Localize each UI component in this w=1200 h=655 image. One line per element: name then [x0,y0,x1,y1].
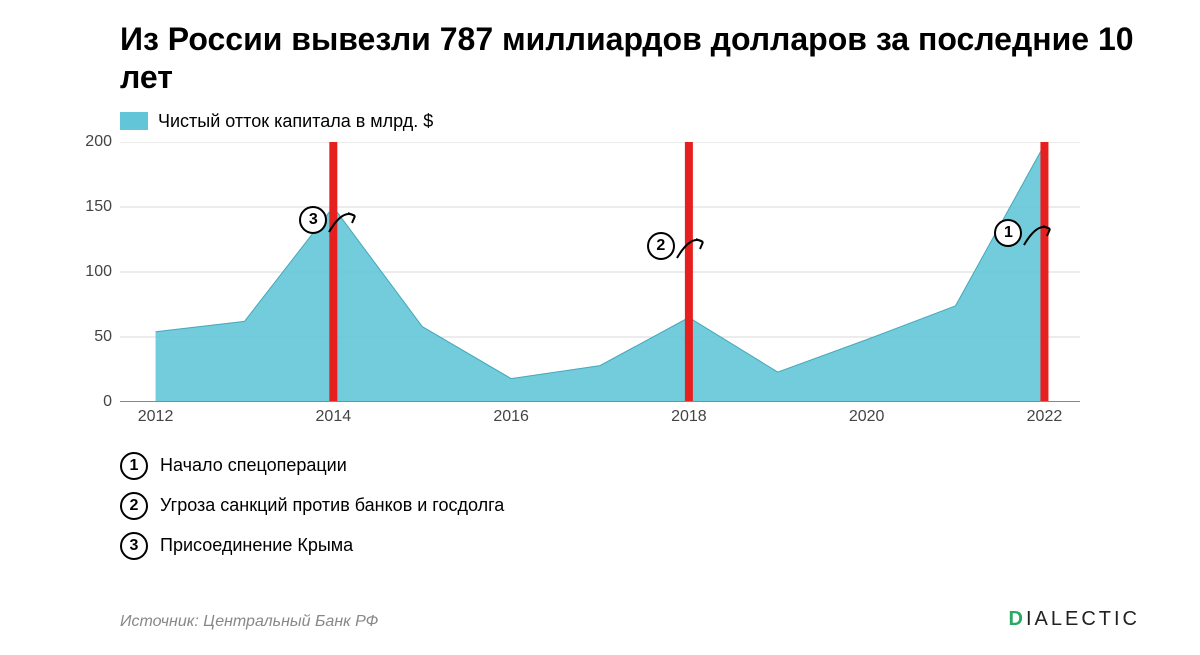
x-tick: 2018 [671,408,707,426]
brand-rest: IALECTIC [1026,608,1140,630]
brand-accent: D [1009,608,1026,630]
x-tick: 2016 [493,408,529,426]
x-tick: 2014 [316,408,352,426]
y-axis: 050100150200 [70,142,120,402]
x-tick: 2020 [849,408,885,426]
event-badge: 2 [647,232,675,260]
chart-title: Из России вывезли 787 миллиардов долларо… [120,20,1140,97]
footnote: 3 Присоединение Крыма [120,532,1140,560]
footnote-text: Начало спецоперации [160,455,347,476]
footnote-text: Присоединение Крыма [160,535,353,556]
footnote-badge: 1 [120,452,148,480]
chart: 050100150200 3 2 1 201220142016201820202… [120,142,1080,402]
x-tick: 2022 [1027,408,1063,426]
footnotes: 1 Начало спецоперации 2 Угроза санкций п… [120,452,1140,560]
x-axis: 2012 2014 2016 2018 2020 2022 [120,402,1080,432]
x-tick: 2012 [138,408,174,426]
y-tick: 100 [85,263,112,281]
event-badge: 3 [299,206,327,234]
footnote-text: Угроза санкций против банков и госдолга [160,495,504,516]
y-tick: 0 [103,393,112,411]
footnote: 1 Начало спецоперации [120,452,1140,480]
source-text: Источник: Центральный Банк РФ [120,613,378,631]
footnote-badge: 2 [120,492,148,520]
y-tick: 150 [85,198,112,216]
footnote-badge: 3 [120,532,148,560]
y-tick: 200 [85,133,112,151]
legend-label: Чистый отток капитала в млрд. $ [158,111,433,132]
plot-area: 3 2 1 [120,142,1080,402]
legend-swatch [120,112,148,130]
brand-logo: DIALECTIC [1009,608,1140,631]
legend: Чистый отток капитала в млрд. $ [120,111,1140,132]
y-tick: 50 [94,328,112,346]
footnote: 2 Угроза санкций против банков и госдолг… [120,492,1140,520]
